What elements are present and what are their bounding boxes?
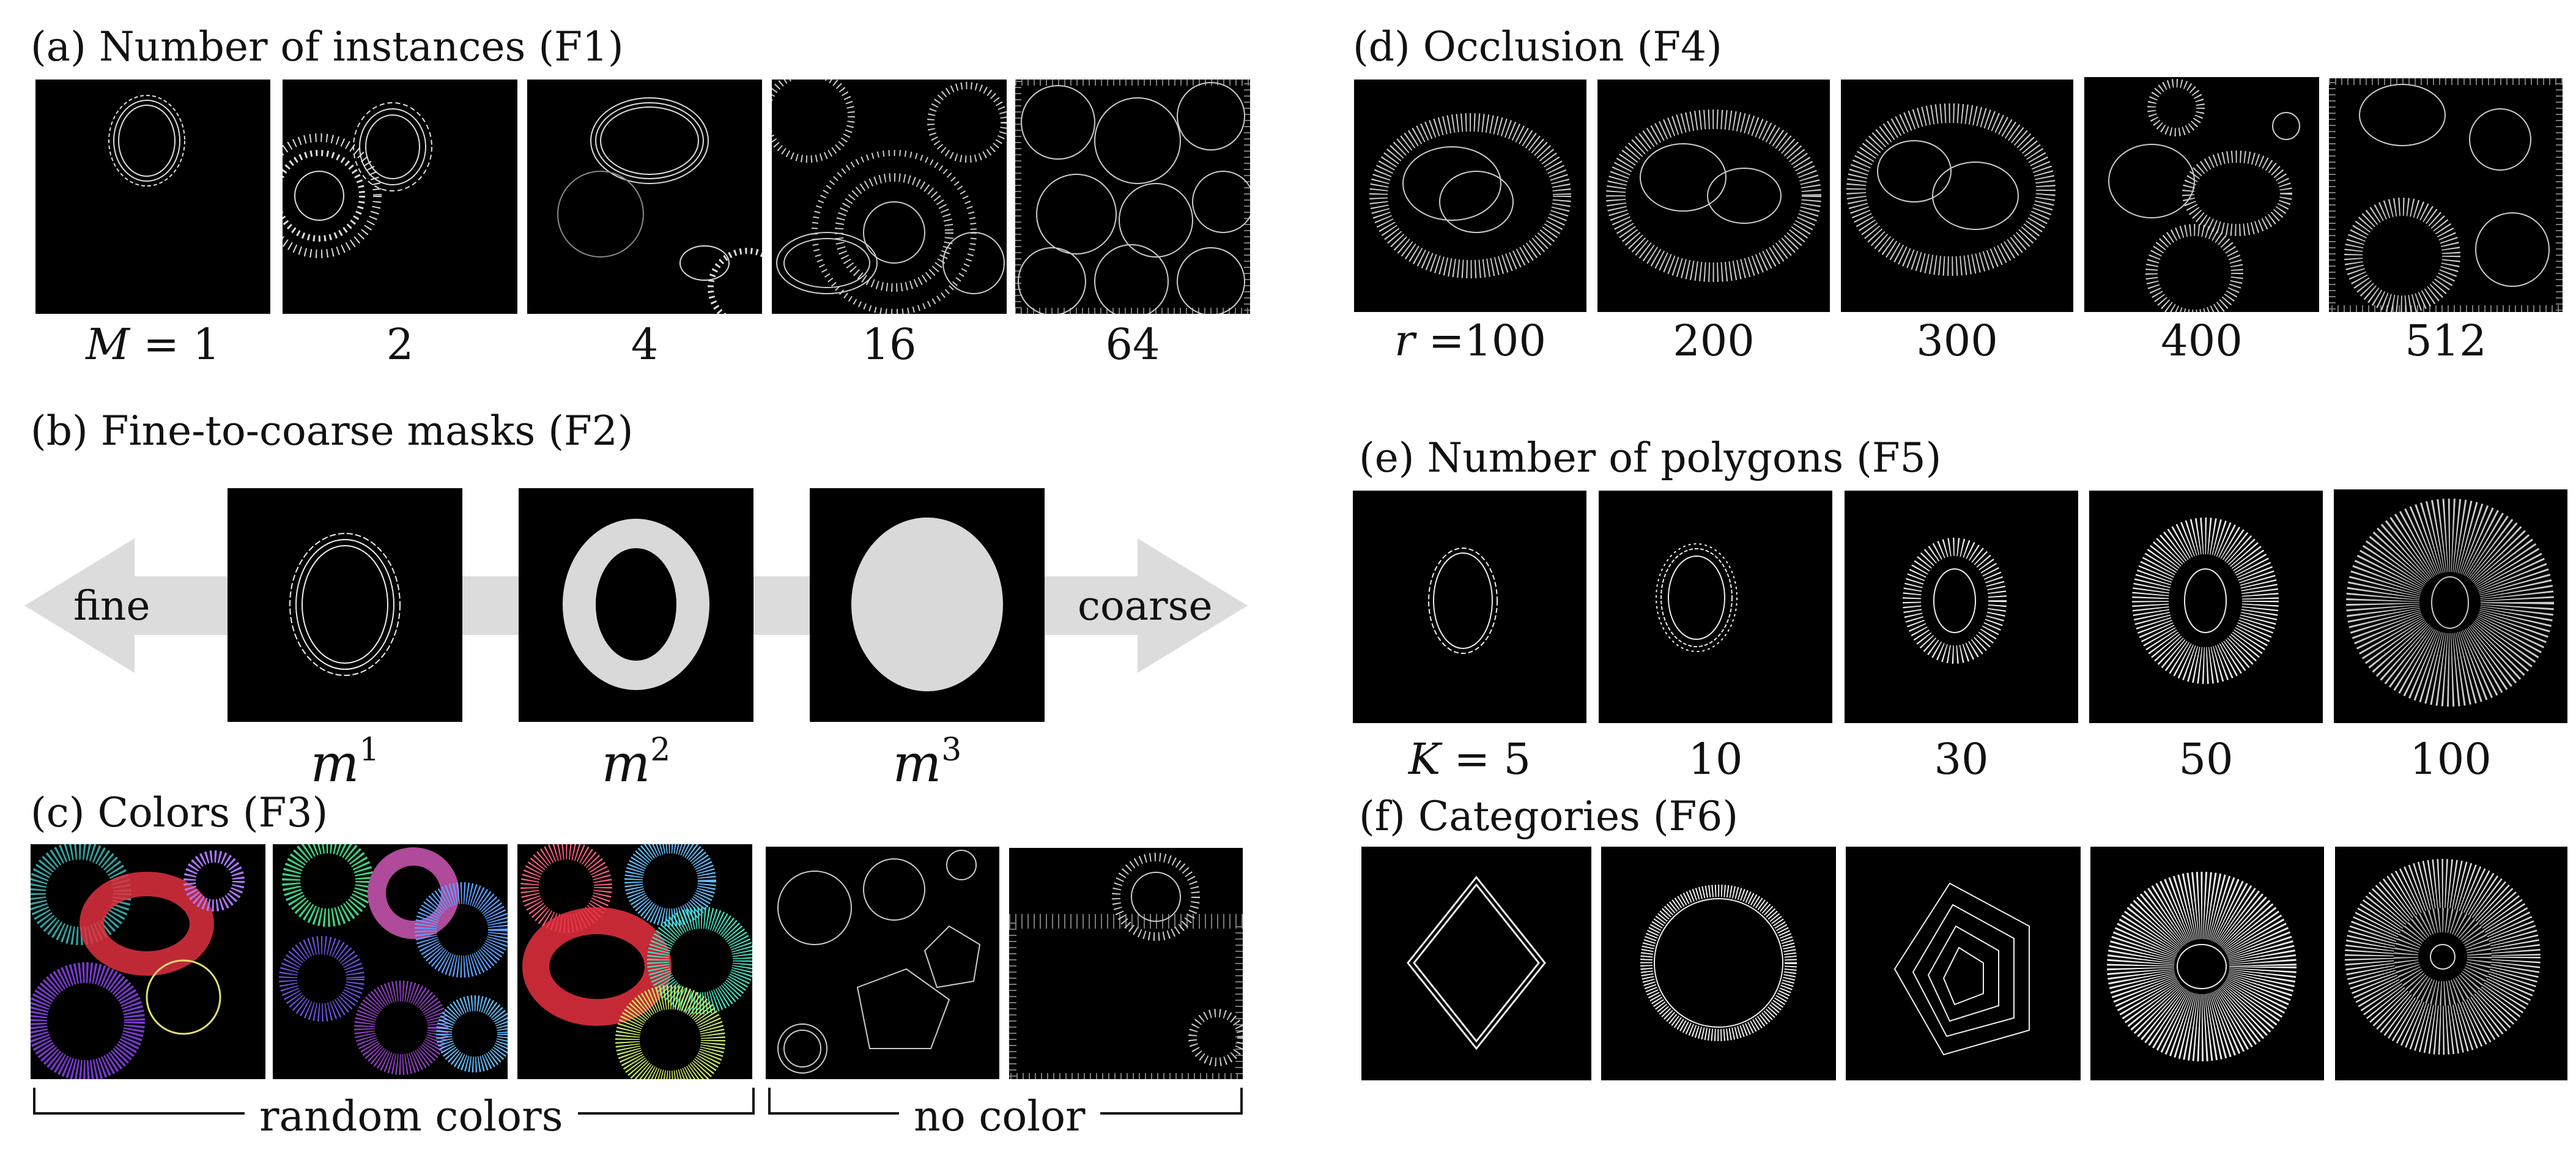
instances-label-4: 4 <box>631 319 659 369</box>
section-e-title: (e) Number of polygons (F5) <box>1359 434 1942 481</box>
fine-label: fine <box>73 582 150 629</box>
occlusion-panel-r512 <box>2329 78 2563 312</box>
mask-panel-m1 <box>228 488 462 722</box>
polygons-panel-k5 <box>1353 491 1586 723</box>
occlusion-panel-r400 <box>2084 77 2319 312</box>
no-color-label: no color <box>899 1096 1100 1138</box>
coarse-label: coarse <box>1078 582 1213 629</box>
instances-panel-m4 <box>527 80 762 314</box>
occlusion-label-400: 400 <box>2161 316 2243 366</box>
colors-panel-random-1 <box>31 844 265 1079</box>
mask-panel-m3 <box>810 488 1045 722</box>
colors-panel-random-3 <box>517 844 752 1079</box>
occlusion-panel-r100 <box>1354 80 1586 312</box>
instances-panel-m1 <box>35 80 270 314</box>
polygons-label-100: 100 <box>2410 734 2492 784</box>
instances-panel-m64 <box>1015 80 1250 314</box>
section-d-title: (d) Occlusion (F4) <box>1353 23 1722 70</box>
instances-label-2: 2 <box>386 319 414 369</box>
polygons-label-50: 50 <box>2178 734 2234 784</box>
occlusion-label-r100: r =100 <box>1394 316 1546 366</box>
category-panel-polygon <box>1846 847 2081 1080</box>
mask-label-m3: m3 <box>892 732 962 793</box>
polygons-panel-k100 <box>2334 489 2567 723</box>
instances-label-16: 16 <box>862 319 917 369</box>
colors-panel-nocolor-1 <box>766 847 999 1079</box>
colors-panel-nocolor-2 <box>1009 848 1243 1079</box>
polygons-label-k5: K = 5 <box>1408 734 1531 784</box>
polygons-label-30: 30 <box>1934 734 1989 784</box>
occlusion-panel-r300 <box>1841 80 2073 312</box>
section-b-title: (b) Fine-to-coarse masks (F2) <box>31 407 634 455</box>
mask-label-m2: m2 <box>601 732 671 793</box>
polygons-panel-k10 <box>1599 491 1832 723</box>
category-panel-spiky-disc <box>2335 847 2567 1080</box>
colors-panel-random-2 <box>273 844 508 1079</box>
category-panel-spiky-ring <box>2090 847 2324 1080</box>
occlusion-label-512: 512 <box>2405 316 2487 366</box>
occlusion-label-200: 200 <box>1673 316 1755 366</box>
polygons-label-10: 10 <box>1688 734 1743 784</box>
mask-panel-m2 <box>519 488 753 722</box>
instances-label-m1: M = 1 <box>86 319 220 369</box>
occlusion-panel-r200 <box>1597 80 1830 312</box>
instances-panel-m2 <box>283 80 517 314</box>
occlusion-label-300: 300 <box>1916 316 1998 366</box>
section-f-title: (f) Categories (F6) <box>1359 793 1739 840</box>
random-colors-label: random colors <box>245 1096 578 1138</box>
instances-label-64: 64 <box>1105 319 1160 369</box>
polygons-panel-k30 <box>1845 491 2078 723</box>
section-c-title: (c) Colors (F3) <box>31 789 328 836</box>
polygons-panel-k50 <box>2089 491 2323 723</box>
mask-label-m1: m1 <box>310 732 380 793</box>
instances-panel-m16 <box>772 80 1007 314</box>
section-a-title: (a) Number of instances (F1) <box>31 23 624 70</box>
category-panel-diamond <box>1361 847 1591 1080</box>
category-panel-ring <box>1601 847 1836 1080</box>
